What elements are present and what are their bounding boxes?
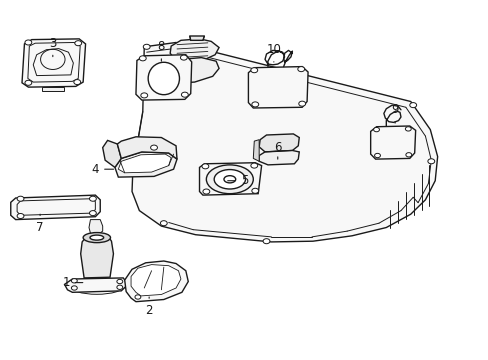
Ellipse shape bbox=[297, 67, 304, 72]
Polygon shape bbox=[370, 126, 415, 159]
Ellipse shape bbox=[83, 233, 110, 243]
Polygon shape bbox=[117, 137, 177, 159]
Ellipse shape bbox=[298, 101, 305, 106]
Ellipse shape bbox=[250, 163, 257, 168]
Ellipse shape bbox=[75, 41, 81, 46]
Ellipse shape bbox=[74, 80, 81, 85]
Ellipse shape bbox=[206, 165, 253, 194]
Text: 1: 1 bbox=[62, 276, 82, 289]
Text: 8: 8 bbox=[157, 40, 165, 61]
Polygon shape bbox=[259, 134, 299, 152]
Ellipse shape bbox=[263, 239, 269, 244]
Ellipse shape bbox=[89, 196, 96, 201]
Polygon shape bbox=[41, 87, 63, 91]
Ellipse shape bbox=[71, 279, 77, 283]
Text: 6: 6 bbox=[273, 141, 281, 159]
Ellipse shape bbox=[180, 55, 187, 60]
Ellipse shape bbox=[251, 188, 258, 193]
Polygon shape bbox=[253, 140, 259, 161]
Ellipse shape bbox=[25, 80, 32, 85]
Ellipse shape bbox=[139, 56, 146, 61]
Text: 5: 5 bbox=[227, 174, 248, 187]
Ellipse shape bbox=[143, 44, 150, 49]
Ellipse shape bbox=[135, 295, 141, 299]
Ellipse shape bbox=[117, 279, 122, 284]
Polygon shape bbox=[102, 140, 121, 167]
Polygon shape bbox=[118, 154, 171, 173]
Ellipse shape bbox=[250, 68, 257, 73]
Polygon shape bbox=[170, 39, 219, 65]
Polygon shape bbox=[124, 261, 188, 302]
Ellipse shape bbox=[373, 127, 379, 132]
Text: 9: 9 bbox=[390, 103, 398, 123]
Polygon shape bbox=[136, 55, 191, 100]
Ellipse shape bbox=[71, 286, 77, 290]
Ellipse shape bbox=[251, 102, 258, 107]
Ellipse shape bbox=[17, 213, 24, 219]
Polygon shape bbox=[81, 237, 113, 278]
Polygon shape bbox=[189, 36, 204, 40]
Polygon shape bbox=[22, 39, 85, 87]
Ellipse shape bbox=[141, 93, 147, 98]
Ellipse shape bbox=[150, 145, 157, 150]
Ellipse shape bbox=[160, 221, 167, 226]
Ellipse shape bbox=[405, 127, 410, 131]
Ellipse shape bbox=[405, 153, 411, 157]
Ellipse shape bbox=[89, 211, 96, 216]
Polygon shape bbox=[89, 220, 102, 235]
Polygon shape bbox=[115, 152, 177, 177]
Text: 3: 3 bbox=[49, 37, 57, 57]
Polygon shape bbox=[259, 150, 299, 165]
Ellipse shape bbox=[90, 235, 103, 240]
Polygon shape bbox=[64, 278, 128, 292]
Polygon shape bbox=[248, 67, 307, 108]
Polygon shape bbox=[11, 195, 100, 220]
Ellipse shape bbox=[117, 285, 122, 289]
Polygon shape bbox=[131, 265, 181, 296]
Text: 10: 10 bbox=[266, 43, 281, 62]
Ellipse shape bbox=[181, 92, 188, 97]
Ellipse shape bbox=[148, 62, 179, 95]
Ellipse shape bbox=[202, 164, 208, 169]
Polygon shape bbox=[199, 163, 261, 195]
Ellipse shape bbox=[203, 189, 209, 194]
Text: 7: 7 bbox=[36, 214, 44, 234]
Text: 2: 2 bbox=[145, 297, 153, 317]
Ellipse shape bbox=[374, 153, 380, 158]
Ellipse shape bbox=[427, 159, 434, 164]
Ellipse shape bbox=[224, 176, 235, 183]
Ellipse shape bbox=[409, 103, 416, 108]
Polygon shape bbox=[132, 42, 437, 242]
Ellipse shape bbox=[25, 40, 32, 45]
Ellipse shape bbox=[17, 196, 24, 201]
Polygon shape bbox=[166, 58, 219, 84]
Ellipse shape bbox=[214, 170, 245, 189]
Text: 4: 4 bbox=[91, 163, 113, 176]
